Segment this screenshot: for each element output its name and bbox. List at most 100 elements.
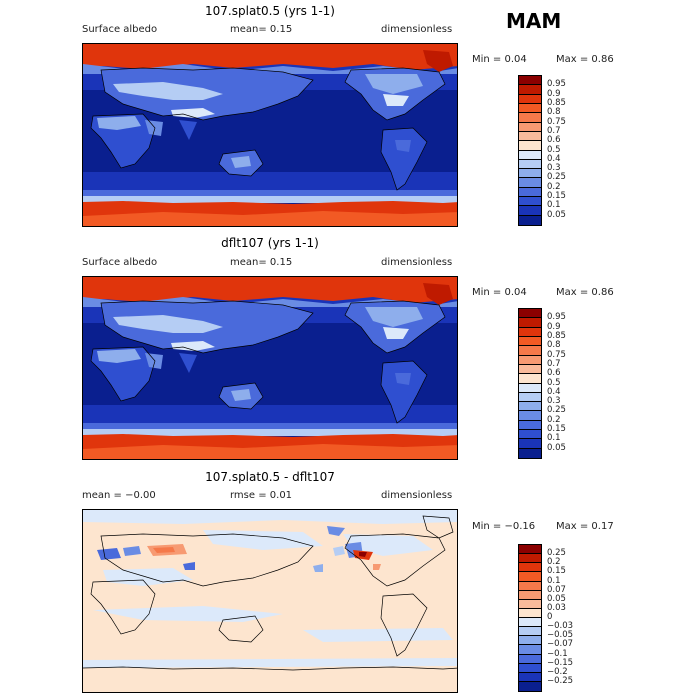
panel-3-units-label: dimensionless [381, 490, 453, 501]
colorbar-tick-label: 0.25 [547, 405, 566, 416]
colorbar-tick-label: 0 [547, 612, 553, 622]
colorbar-tick-label: −0.05 [547, 630, 574, 641]
colorbar-tick-label: 0.1 [547, 200, 561, 211]
colorbar-swatch [519, 355, 541, 365]
colorbar-swatch [519, 439, 541, 449]
panel-1-min-label: Min = 0.04 [472, 54, 527, 65]
panel-2-max-label: Max = 0.86 [556, 287, 614, 298]
panel-2-map [82, 276, 458, 460]
colorbar-swatch [519, 672, 541, 682]
colorbar-tick-label: 0.2 [547, 557, 561, 568]
panel-1-max-label: Max = 0.86 [556, 54, 614, 65]
colorbar-swatch [519, 85, 541, 95]
panel-2-colorbar [518, 308, 542, 459]
colorbar-tick-label: 0.9 [547, 88, 561, 99]
colorbar-swatch [519, 554, 541, 564]
colorbar-tick-label: 0.25 [547, 548, 566, 559]
colorbar-swatch [519, 197, 541, 207]
colorbar-tick-label: 0.05 [547, 209, 566, 220]
colorbar-tick-label: 0.1 [547, 433, 561, 444]
colorbar-tick-label: 0.95 [547, 79, 566, 90]
colorbar-tick-label: 0.25 [547, 172, 566, 183]
colorbar-tick-label: 0.5 [547, 377, 561, 388]
colorbar-tick-label: −0.07 [547, 639, 574, 650]
colorbar-tick-label: 0.15 [547, 191, 566, 202]
colorbar-tick-label: 0.6 [547, 135, 561, 146]
colorbar-tick-label: 0.6 [547, 368, 561, 379]
colorbar-swatch [519, 636, 541, 646]
colorbar-tick-label: 0.95 [547, 312, 566, 323]
colorbar-swatch [519, 645, 541, 655]
colorbar-swatch [519, 590, 541, 600]
colorbar-swatch [519, 563, 541, 573]
colorbar-swatch [519, 411, 541, 421]
panel-2-variable-label: Surface albedo [82, 257, 158, 268]
colorbar-swatch [519, 141, 541, 151]
colorbar-tick-label: 0.3 [547, 396, 561, 407]
colorbar-swatch [519, 215, 541, 225]
colorbar-swatch [519, 309, 541, 319]
colorbar-tick-label: −0.2 [547, 666, 568, 677]
colorbar-tick-label: 0.1 [547, 575, 561, 586]
colorbar-swatch [519, 681, 541, 691]
colorbar-swatch [519, 374, 541, 384]
colorbar-tick-label: 0.07 [547, 584, 566, 595]
panel-3-max-label: Max = 0.17 [556, 521, 614, 532]
colorbar-swatch [519, 663, 541, 673]
panel-2-min-label: Min = 0.04 [472, 287, 527, 298]
panel-3-colorbar [518, 544, 542, 692]
panel-2-title: dflt107 (yrs 1-1) [221, 236, 319, 250]
colorbar-swatch [519, 187, 541, 198]
colorbar-swatch [519, 627, 541, 637]
colorbar-swatch [519, 364, 541, 375]
colorbar-swatch [519, 572, 541, 582]
colorbar-swatch [519, 581, 541, 591]
panel-1-map [82, 43, 458, 227]
colorbar-swatch [519, 545, 541, 555]
colorbar-tick-label: 0.7 [547, 125, 561, 136]
colorbar-swatch [519, 318, 541, 328]
panel-3-mean-label: mean = −0.00 [82, 490, 156, 501]
colorbar-swatch [519, 94, 541, 104]
panel-1-colorbar [518, 75, 542, 226]
panel-3-map [82, 509, 458, 693]
colorbar-swatch [519, 392, 541, 403]
colorbar-tick-label: −0.1 [547, 648, 568, 659]
colorbar-tick-label: 0.8 [547, 340, 561, 351]
colorbar-swatch [519, 206, 541, 216]
colorbar-tick-label: 0.05 [547, 442, 566, 453]
panel-2-units-label: dimensionless [381, 257, 453, 268]
colorbar-swatch [519, 122, 541, 132]
colorbar-swatch [519, 618, 541, 628]
colorbar-swatch [519, 599, 541, 609]
colorbar-tick-label: 0.4 [547, 386, 561, 397]
colorbar-tick-label: 0.05 [547, 593, 566, 604]
colorbar-tick-label: 0.03 [547, 602, 566, 613]
colorbar-swatch [519, 327, 541, 337]
colorbar-swatch [519, 150, 541, 160]
colorbar-tick-label: 0.85 [547, 330, 566, 341]
panel-1-mean-label: mean= 0.15 [230, 24, 293, 35]
panel-1-title: 107.splat0.5 (yrs 1-1) [205, 4, 335, 18]
colorbar-swatch [519, 654, 541, 664]
panel-2-mean-label: mean= 0.15 [230, 257, 293, 268]
panel-3-title: 107.splat0.5 - dflt107 [205, 470, 335, 484]
colorbar-tick-label: −0.25 [547, 675, 574, 686]
colorbar-tick-label: 0.85 [547, 97, 566, 108]
colorbar-swatch [519, 420, 541, 431]
colorbar-swatch [519, 346, 541, 356]
colorbar-swatch [519, 383, 541, 393]
colorbar-swatch [519, 103, 541, 114]
colorbar-tick-label: 0.15 [547, 566, 566, 577]
colorbar-tick-label: −0.03 [547, 621, 574, 632]
season-label: MAM [506, 9, 562, 33]
colorbar-swatch [519, 608, 541, 618]
colorbar-swatch [519, 178, 541, 188]
panel-1-variable-label: Surface albedo [82, 24, 158, 35]
colorbar-tick-label: 0.15 [547, 424, 566, 435]
colorbar-swatch [519, 402, 541, 412]
colorbar-tick-label: 0.2 [547, 414, 561, 425]
colorbar-tick-label: 0.75 [547, 349, 566, 360]
colorbar-tick-label: 0.75 [547, 116, 566, 127]
colorbar-tick-label: 0.9 [547, 321, 561, 332]
